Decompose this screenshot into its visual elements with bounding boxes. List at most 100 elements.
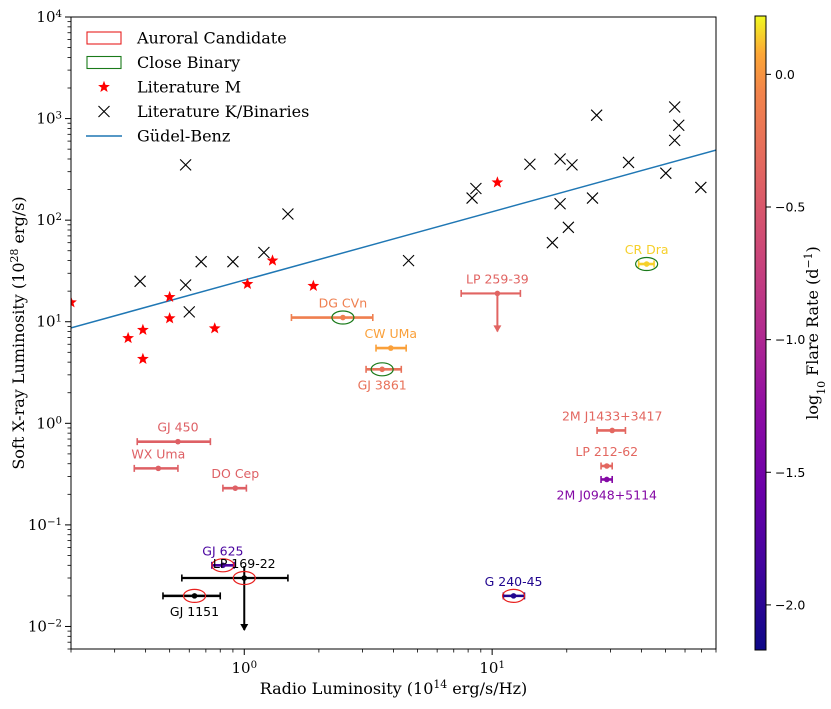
literature-k-point: [566, 159, 578, 171]
source-point: [175, 438, 181, 445]
y-tick-label: 101: [36, 313, 62, 331]
source-gj-625: GJ 625: [202, 543, 244, 573]
y-tick-label: 100: [36, 414, 62, 432]
source-label: CR Dra: [625, 242, 669, 257]
literature-k-point: [562, 221, 575, 234]
literature-m-point: [122, 331, 135, 344]
source-point: [494, 290, 501, 297]
y-tick-label: 10−2: [28, 617, 62, 635]
literature-m-point: [137, 323, 149, 335]
legend-label: Güdel-Benz: [137, 127, 230, 146]
source-point: [155, 465, 162, 472]
source-label: GJ 1151: [170, 604, 219, 619]
y-tick-label: 103: [36, 110, 62, 128]
literature-k-point: [183, 306, 196, 318]
auroral-candidate-marker: [232, 570, 256, 586]
literature-k-point: [470, 182, 482, 195]
literature-k-point: [622, 156, 635, 169]
source-point: [232, 485, 239, 491]
y-tick-label: 10−1: [28, 516, 62, 534]
colorbar-tick-label: −0.5: [775, 199, 805, 214]
literature-m-point: [208, 322, 221, 334]
source-label: DO Cep: [211, 466, 259, 481]
source-g-240-45: G 240-45: [485, 574, 543, 603]
literature-m-point: [491, 176, 504, 188]
literature-k-point: [227, 255, 239, 268]
source-label: G 240-45: [485, 574, 543, 589]
literature-k-point: [524, 158, 536, 171]
gudel-benz-line: [71, 149, 716, 329]
source-label: DG CVn: [319, 296, 368, 311]
legend-swatch: [86, 55, 122, 70]
colorbar-tick-label: 0.0: [775, 67, 795, 82]
literature-k-point: [694, 181, 707, 194]
literature-m-point: [163, 290, 176, 303]
literature-k-point: [179, 279, 192, 291]
source-label: WX Uma: [131, 446, 185, 461]
literature-k-point: [258, 246, 270, 259]
legend: Auroral Candidate Close Binary Literature …: [86, 29, 309, 146]
legend-item-literature-k-binaries: Literature K/Binaries: [98, 102, 309, 121]
source-lp-212-62: LP 212-62: [575, 444, 638, 470]
literature-k-point: [554, 197, 566, 210]
source-label: GJ 450: [157, 420, 198, 435]
source-point: [603, 476, 610, 483]
source-2m-j1433-3417: 2M J1433+3417: [562, 408, 663, 434]
close-binary-marker: [635, 256, 659, 272]
legend-label: Literature K/Binaries: [137, 102, 309, 121]
literature-m-point: [307, 279, 320, 291]
upper-limit-arrow: [240, 624, 249, 632]
plot-area: CR Dra LP 259-39 DG CVn CW UMa GJ 3861 GJ 450…: [71, 101, 716, 632]
legend-label: Auroral Candidate: [136, 29, 287, 48]
literature-k-point: [668, 101, 681, 113]
x-tick-label: 100: [231, 659, 257, 677]
source-label: CW UMa: [364, 326, 417, 341]
upper-limit-arrow: [493, 325, 502, 333]
source-2m-j0948-5114: 2M J0948+5114: [557, 475, 657, 502]
source-do-cep: DO Cep: [211, 466, 259, 492]
literature-k-point: [546, 236, 559, 249]
literature-m-point: [241, 277, 254, 290]
source-lp-169-22: LP 169-22: [181, 556, 289, 632]
source-point: [609, 427, 615, 434]
literature-k-point: [586, 192, 599, 204]
legend-x-icon: [98, 105, 110, 118]
source-cw-uma: CW UMa: [364, 326, 417, 352]
literature-k-point: [402, 254, 415, 267]
source-point: [387, 345, 394, 351]
source-wx-uma: WX Uma: [131, 446, 185, 472]
legend-label: Literature M: [137, 78, 241, 97]
legend-item-close-binary: Close Binary: [86, 53, 240, 72]
x-tick-label: 101: [479, 659, 505, 677]
y-axis-label: Soft X-ray Luminosity (1028 erg/s): [8, 196, 29, 469]
auroral-candidate-marker: [182, 588, 207, 603]
close-binary-marker: [370, 362, 394, 377]
legend-label: Close Binary: [137, 53, 240, 72]
colorbar-tick-label: −1.0: [775, 332, 805, 347]
literature-k-point: [282, 208, 294, 220]
legend-item-literature-m: Literature M: [98, 78, 241, 97]
y-tick-label: 104: [36, 8, 62, 26]
axes: 100 101 10−2 10−1 100 101 102 103 104 Radio Lumin…: [8, 8, 717, 698]
source-point: [603, 463, 610, 469]
legend-swatch: [86, 31, 122, 45]
source-point: [510, 593, 517, 599]
source-gj-450: GJ 450: [136, 420, 212, 446]
literature-k-point: [179, 159, 192, 171]
close-binary-marker: [331, 310, 355, 325]
colorbar: 0.0 −0.5 −1.0 −1.5 −2.0 log10 Flare Rate (d−1…: [754, 15, 828, 651]
source-gj-3861: GJ 3861: [358, 362, 407, 392]
source-label: 2M J1433+3417: [562, 408, 663, 423]
literature-k-point: [554, 153, 566, 165]
source-point: [379, 366, 385, 373]
source-point: [191, 593, 198, 599]
legend-item-g-del-benz: Güdel-Benz: [86, 127, 230, 146]
literature-k-point: [672, 119, 685, 132]
literature-m-point: [266, 254, 279, 266]
source-label: GJ 3861: [358, 377, 407, 392]
source-gj-1151: GJ 1151: [162, 588, 222, 619]
literature-k-point: [659, 167, 672, 180]
source-point: [643, 261, 650, 267]
auroral-candidate-marker: [501, 588, 526, 603]
